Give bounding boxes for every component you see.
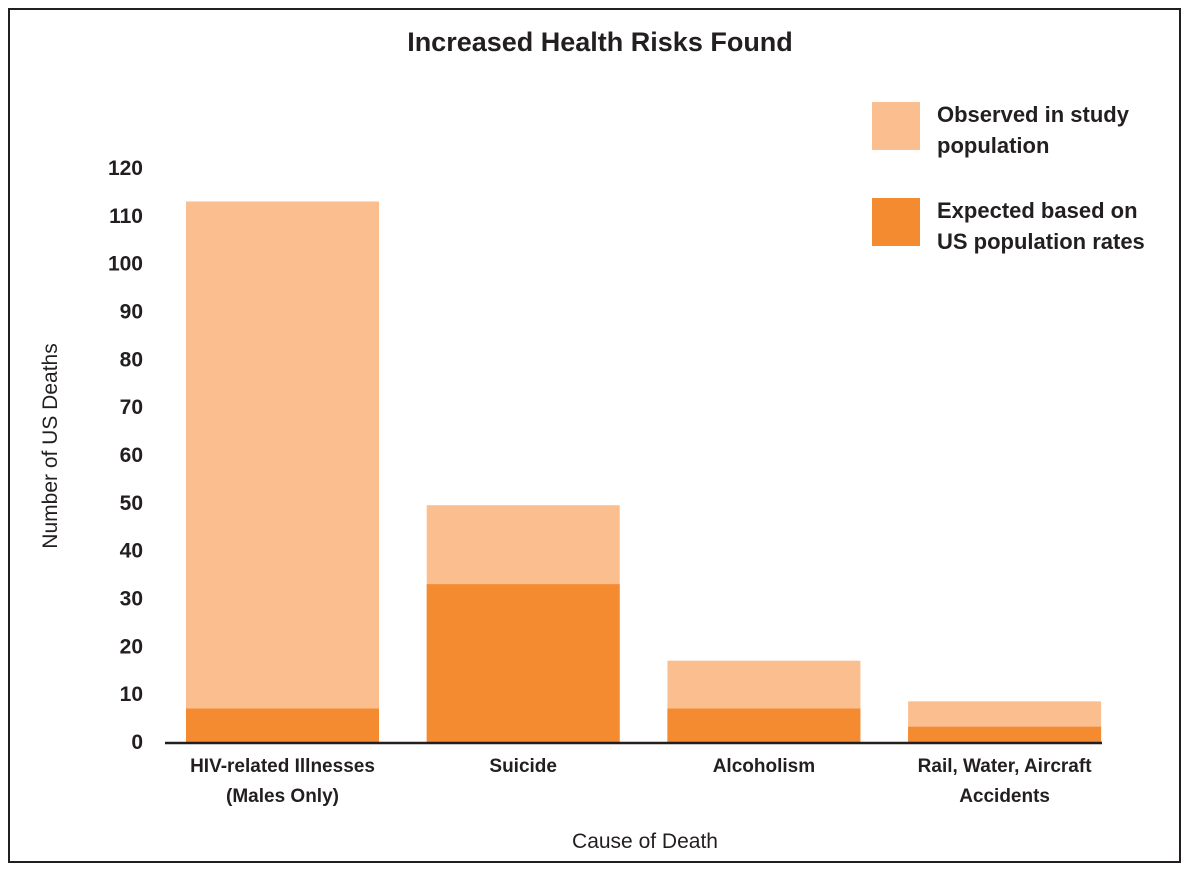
x-category-label: Suicide: [489, 756, 557, 777]
y-tick-label: 120: [108, 157, 143, 180]
y-tick-label: 90: [120, 301, 143, 324]
y-tick-label: 10: [120, 683, 143, 706]
legend-label: Observed in study: [937, 102, 1130, 127]
x-category-label: Alcoholism: [713, 756, 815, 777]
x-axis-title: Cause of Death: [572, 830, 718, 853]
y-tick-label: 0: [131, 731, 143, 754]
legend: Observed in study population Expected base…: [872, 102, 1145, 254]
y-tick-label: 110: [109, 205, 143, 228]
x-category-label: HIV-related Illnesses: [190, 756, 375, 777]
legend-label: US population rates: [937, 229, 1145, 254]
bar-expected: [908, 726, 1102, 742]
y-tick-label: 60: [120, 444, 143, 467]
x-category-label: Rail, Water, Aircraft: [918, 756, 1093, 777]
bar-observed: [186, 201, 379, 742]
legend-label: Expected based on: [937, 198, 1138, 223]
x-axis-labels: HIV-related Illnesses (Males Only) Suicide…: [190, 756, 1092, 807]
y-tick-label: 40: [120, 540, 143, 563]
legend-swatch: [872, 198, 920, 246]
y-tick-label: 50: [120, 492, 143, 515]
x-category-label: (Males Only): [226, 786, 339, 807]
bar-expected: [667, 708, 861, 742]
y-tick-label: 30: [120, 588, 143, 611]
x-category-label: Accidents: [959, 786, 1050, 807]
legend-label: population: [937, 133, 1049, 158]
legend-swatch: [872, 102, 920, 150]
y-tick-label: 20: [120, 635, 143, 658]
y-tick-label: 100: [108, 253, 143, 276]
chart-title: Increased Health Risks Found: [407, 27, 793, 57]
y-tick-label: 70: [120, 396, 143, 419]
bars: [186, 201, 1102, 742]
y-tick-label: 80: [120, 348, 143, 371]
y-axis-title: Number of US Deaths: [39, 343, 62, 548]
bar-expected: [186, 708, 379, 742]
y-axis-ticks: 0 10 20 30 40 50 60 70 80 90 100 110 120: [108, 157, 143, 754]
bar-expected: [426, 584, 620, 742]
